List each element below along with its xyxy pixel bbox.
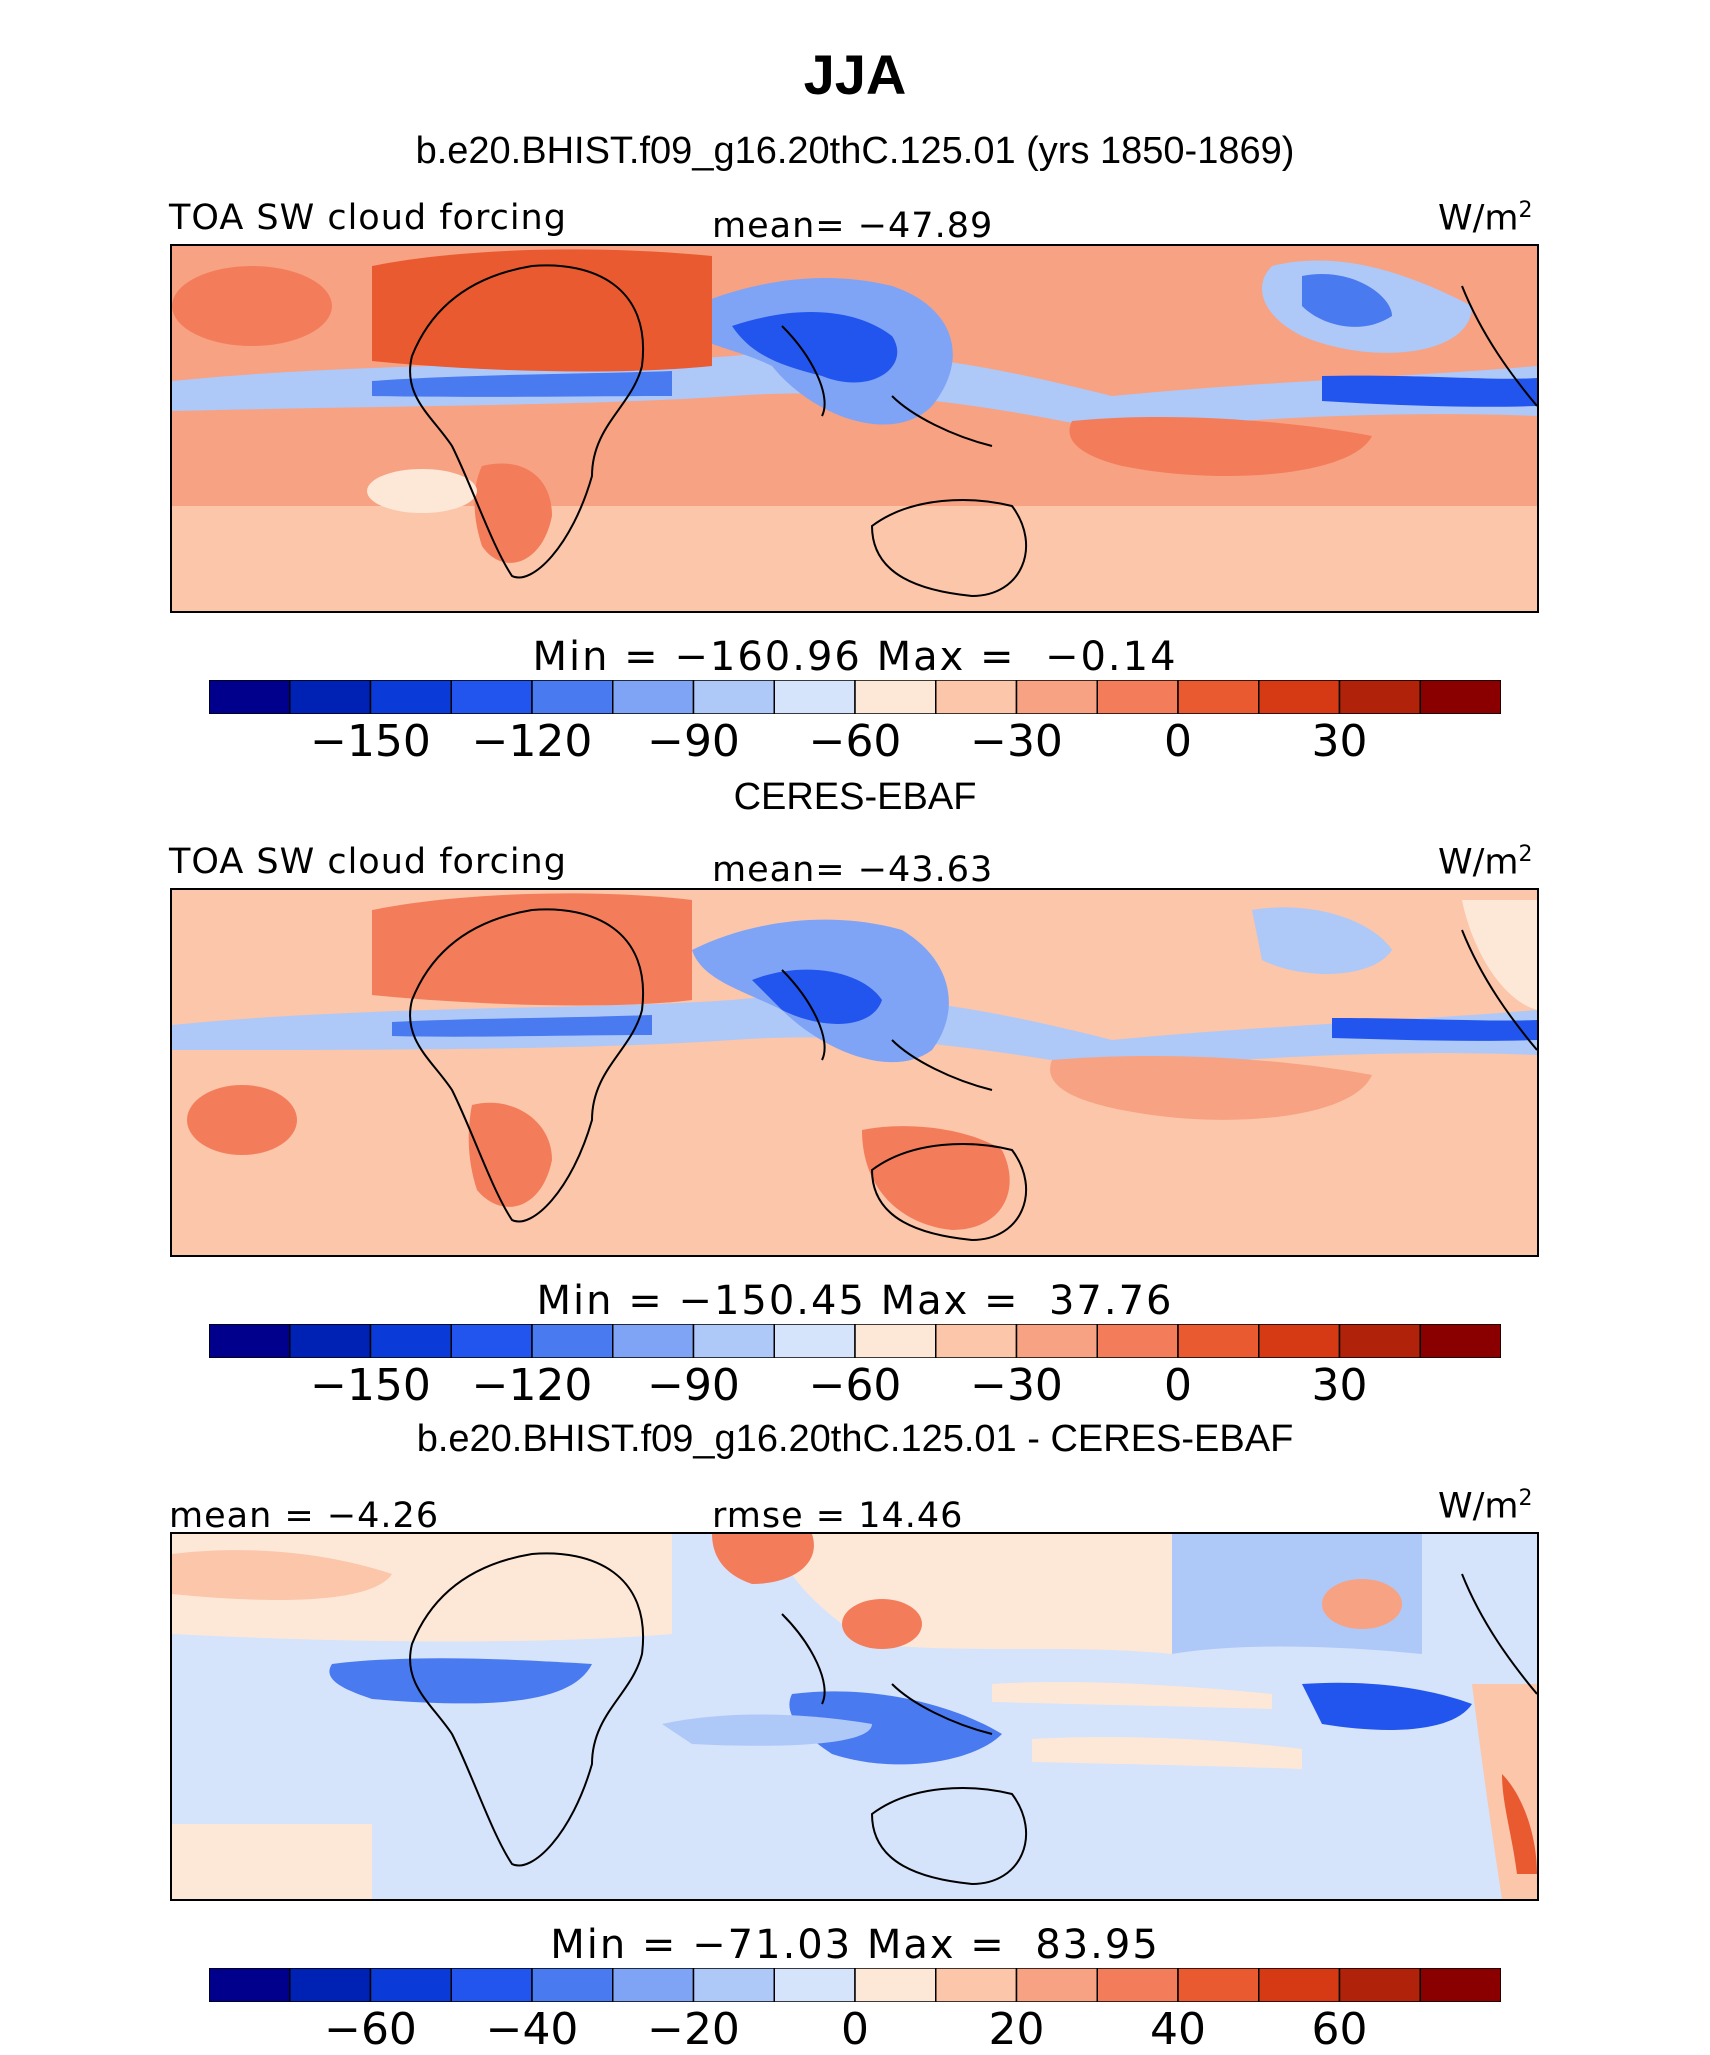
- colorbar-swatch: [612, 1968, 695, 2002]
- panel-1-units: W/m2: [1438, 198, 1533, 239]
- colorbar-swatch: [773, 680, 856, 714]
- colorbar-swatch: [1258, 1324, 1341, 1358]
- colorbar-tick-label: −30: [970, 1360, 1063, 1411]
- panel-1-colorbar: [209, 680, 1501, 714]
- panel-2-variable-label: TOA SW cloud forcing: [169, 842, 567, 882]
- figure-title: JJA: [803, 43, 907, 106]
- colorbar-swatch: [935, 1324, 1018, 1358]
- colorbar-swatch: [450, 1324, 533, 1358]
- colorbar-swatch: [1096, 1968, 1179, 2002]
- colorbar-swatch: [369, 1968, 452, 2002]
- panel-2-mean-label: mean= −43.63: [712, 850, 994, 890]
- colorbar-swatch: [289, 680, 372, 714]
- colorbar-tick-label: −60: [808, 716, 902, 767]
- colorbar-swatch: [1258, 1968, 1341, 2002]
- colorbar-tick-label: 30: [1311, 1360, 1368, 1411]
- panel-3-units: W/m2: [1438, 1486, 1533, 1527]
- colorbar-tick-label: 20: [988, 2004, 1045, 2055]
- colorbar-swatch: [773, 1968, 856, 2002]
- panel-3-colorbar-ticks: −60 −40 −20 0 20 40 60: [0, 2004, 1710, 2055]
- panel-2-minmax: Min = −150.45 Max = 37.76: [536, 1278, 1174, 1324]
- colorbar-tick-label: −90: [647, 716, 740, 767]
- colorbar-tick-label: 30: [1311, 716, 1368, 767]
- panel-3-minmax: Min = −71.03 Max = 83.95: [550, 1922, 1160, 1968]
- colorbar-swatch: [935, 1968, 1018, 2002]
- colorbar-swatch: [209, 1968, 291, 2002]
- panel-3-map: [170, 1532, 1539, 1901]
- panel-1-variable-label: TOA SW cloud forcing: [169, 198, 567, 238]
- panel-3-rmse-label: rmse = 14.46: [712, 1496, 964, 1536]
- panel-2-colorbar: [209, 1324, 1501, 1358]
- colorbar-swatch: [692, 1324, 775, 1358]
- colorbar-swatch: [612, 680, 695, 714]
- colorbar-swatch: [1096, 1324, 1179, 1358]
- colorbar-swatch: [692, 680, 775, 714]
- colorbar-swatch: [531, 1324, 614, 1358]
- colorbar-swatch: [450, 680, 533, 714]
- panel-1-minmax: Min = −160.96 Max = −0.14: [532, 634, 1178, 680]
- colorbar-swatch: [1015, 680, 1098, 714]
- panel-3-mean-label: mean = −4.26: [169, 1496, 440, 1536]
- panel-2-heading: CERES-EBAF: [733, 776, 977, 818]
- colorbar-swatch: [369, 680, 452, 714]
- panel-3-heading: b.e20.BHIST.f09_g16.20thC.125.01 - CERES…: [416, 1418, 1294, 1460]
- colorbar-tick-label: 60: [1311, 2004, 1368, 2055]
- colorbar-swatch: [1419, 680, 1501, 714]
- colorbar-swatch: [1177, 680, 1260, 714]
- colorbar-swatch: [289, 1324, 372, 1358]
- colorbar-tick-label: −60: [808, 1360, 902, 1411]
- colorbar-swatch: [1096, 680, 1179, 714]
- colorbar-swatch: [209, 1324, 291, 1358]
- panel-2-units: W/m2: [1438, 842, 1533, 883]
- panel-1-mean-label: mean= −47.89: [712, 206, 994, 246]
- colorbar-swatch: [854, 1968, 937, 2002]
- colorbar-tick-label: −120: [471, 716, 593, 767]
- colorbar-swatch: [1338, 680, 1421, 714]
- panel-3-colorbar: [209, 1968, 1501, 2002]
- colorbar-tick-label: −150: [310, 716, 431, 767]
- colorbar-swatch: [1177, 1324, 1260, 1358]
- colorbar-tick-label: −60: [324, 2004, 417, 2055]
- colorbar-swatch: [612, 1324, 695, 1358]
- colorbar-swatch: [854, 1324, 937, 1358]
- colorbar-swatch: [1419, 1324, 1501, 1358]
- colorbar-tick-label: −90: [647, 1360, 740, 1411]
- colorbar-swatch: [1015, 1324, 1098, 1358]
- colorbar-tick-label: −20: [647, 2004, 740, 2055]
- colorbar-swatch: [935, 680, 1018, 714]
- colorbar-swatch: [1338, 1968, 1421, 2002]
- colorbar-tick-label: −30: [970, 716, 1063, 767]
- colorbar-swatch: [1258, 680, 1341, 714]
- colorbar-tick-label: 0: [1164, 716, 1192, 767]
- colorbar-swatch: [1419, 1968, 1501, 2002]
- colorbar-swatch: [773, 1324, 856, 1358]
- colorbar-swatch: [531, 680, 614, 714]
- colorbar-swatch: [1015, 1968, 1098, 2002]
- colorbar-swatch: [1338, 1324, 1421, 1358]
- colorbar-swatch: [209, 680, 291, 714]
- colorbar-tick-label: 40: [1150, 2004, 1206, 2055]
- panel-2-colorbar-ticks: −150 −120 −90 −60 −30 0 30: [0, 1360, 1710, 1416]
- colorbar-swatch: [692, 1968, 775, 2002]
- colorbar-swatch: [369, 1324, 452, 1358]
- panel-1-map: [170, 244, 1539, 613]
- colorbar-swatch: [289, 1968, 372, 2002]
- colorbar-tick-label: −40: [485, 2004, 579, 2055]
- panel-1-colorbar-ticks: −150 −120 −90 −60 −30 0 30: [0, 716, 1710, 772]
- colorbar-swatch: [450, 1968, 533, 2002]
- colorbar-swatch: [854, 680, 937, 714]
- colorbar-tick-label: 0: [841, 2004, 869, 2055]
- colorbar-tick-label: −120: [471, 1360, 593, 1411]
- colorbar-swatch: [1177, 1968, 1260, 2002]
- colorbar-tick-label: 0: [1164, 1360, 1192, 1411]
- colorbar-swatch: [531, 1968, 614, 2002]
- colorbar-tick-label: −150: [310, 1360, 431, 1411]
- panel-2-map: [170, 888, 1539, 1257]
- panel-1-heading: b.e20.BHIST.f09_g16.20thC.125.01 (yrs 18…: [415, 130, 1295, 172]
